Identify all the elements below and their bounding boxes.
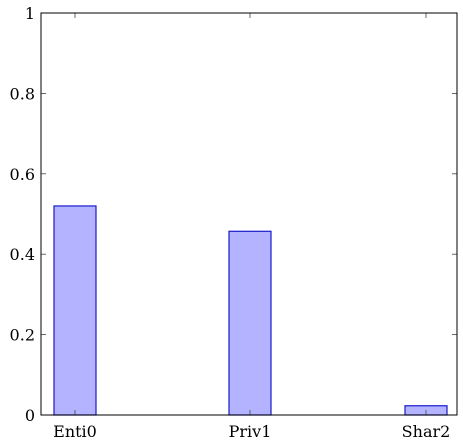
x-tick-label: Shar2: [402, 422, 451, 441]
ticks-layer: [41, 12, 457, 416]
labels-layer: Enti0 Priv1 Shar2 0 0.2 0.4 0.6 0.8 1: [10, 4, 451, 441]
y-tick-label: 0.6: [10, 165, 35, 184]
y-tick-label: 0.8: [10, 84, 35, 103]
x-tick-label: Priv1: [229, 422, 272, 441]
x-tick-label: Enti0: [53, 422, 97, 441]
y-tick-label: 0: [25, 406, 35, 425]
plot-frame: [40, 12, 458, 416]
bars-layer: [53, 205, 448, 416]
y-tick-label: 1: [25, 4, 35, 23]
bar-enti0: [53, 205, 97, 416]
y-tick-label: 0.4: [10, 245, 35, 264]
y-tick-label: 0.2: [10, 326, 35, 345]
bar-priv1: [228, 230, 272, 416]
